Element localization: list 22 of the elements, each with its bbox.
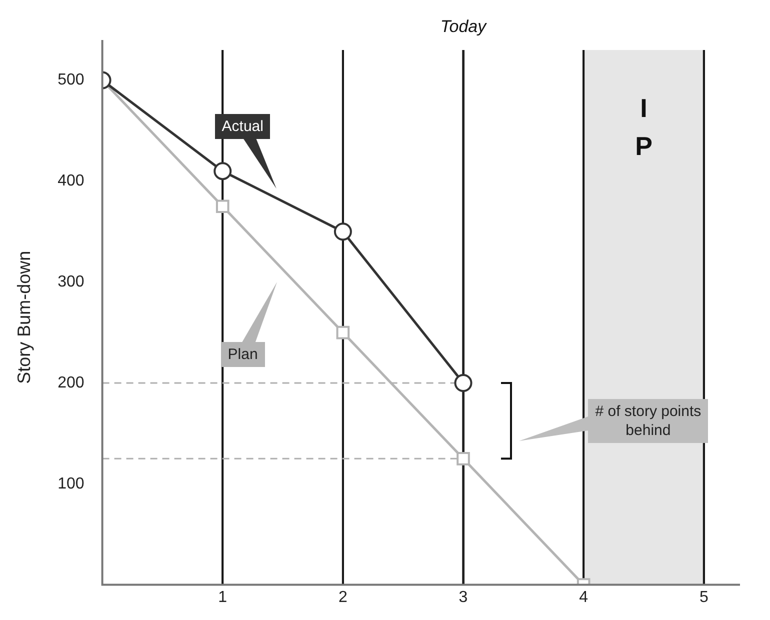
annotation: # of story points behind (595, 402, 702, 439)
band-label: I P (635, 93, 652, 162)
y-tick-label: 500 (58, 72, 84, 89)
point (336, 326, 350, 340)
x-tick-label: 1 (218, 588, 228, 606)
point (334, 222, 352, 241)
point (216, 200, 230, 214)
text: Plan (228, 346, 258, 363)
y-tick-label: 400 (58, 172, 84, 190)
y-tick-label: 300 (58, 273, 84, 290)
ref-line-label: Today (440, 17, 488, 36)
point (214, 162, 232, 180)
y-tick-label: 100 (58, 475, 84, 492)
y-tick-label: 200 (58, 374, 84, 392)
x-tick-label: 3 (458, 588, 468, 606)
x-tick-label: 2 (338, 588, 348, 606)
x-tick-label: 4 (579, 588, 588, 606)
series-label: Actual (222, 118, 264, 135)
point (454, 374, 472, 392)
point (456, 452, 470, 466)
x-tick-label: 5 (699, 588, 708, 606)
y-axis-title: Story Bum-down (14, 250, 34, 384)
